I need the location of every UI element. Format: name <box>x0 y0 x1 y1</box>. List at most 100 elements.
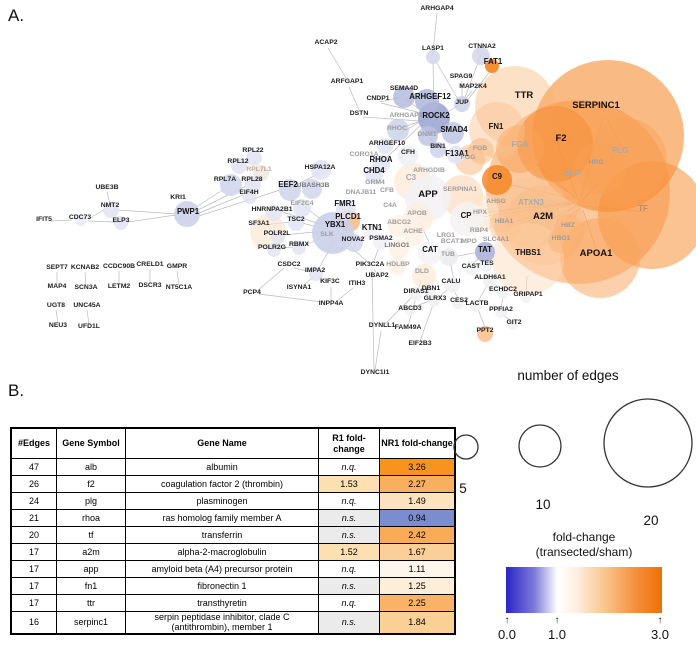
gene-table-body: 47 alb albumin n.q. 3.26 26 f2 coagulation fact… <box>10 458 456 635</box>
gene-label: DYNLL1 <box>369 322 396 329</box>
network-edge <box>380 102 426 115</box>
gene-label: HBA1 <box>495 218 514 225</box>
network-node <box>412 264 436 288</box>
network-node <box>454 96 470 112</box>
gene-table-header: #Edges Gene Symbol Gene Name R1 fold-change… <box>10 427 456 459</box>
network-node <box>288 215 304 231</box>
network-node <box>480 260 492 272</box>
gene-label: GRIPAP1 <box>513 291 543 298</box>
gene-label: APP <box>418 189 438 200</box>
gene-label: DIRAS1 <box>404 288 429 295</box>
edges-count: 26 <box>10 475 57 493</box>
network-node <box>75 214 87 226</box>
network-node <box>365 166 383 184</box>
gene-label: PLCD1 <box>335 212 361 221</box>
table-row: 17 app amyloid beta (A4) precursor protein… <box>10 560 456 578</box>
gene-label: LACTB <box>465 300 488 307</box>
gene-table-header-row: #Edges Gene Symbol Gene Name R1 fold-change… <box>10 427 456 459</box>
network-node <box>404 226 424 246</box>
gene-label: HSPA12A <box>305 164 336 171</box>
gene-name: alpha-2-macroglobulin <box>125 543 319 561</box>
gene-label: CNDP1 <box>366 95 389 102</box>
network-edge <box>374 330 382 371</box>
gene-name: plasminogen <box>125 492 319 510</box>
gene-label: KCNAB2 <box>71 264 100 271</box>
network-node <box>393 86 415 108</box>
table-row: 20 tf transferrin n.s. 2.42 <box>10 526 456 544</box>
gene-label: CFH <box>401 149 415 156</box>
network-edge <box>106 191 111 205</box>
panel-b-label: B. <box>8 381 25 400</box>
panel-a-label: A. <box>8 6 25 25</box>
gene-label: LINGO1 <box>384 242 410 249</box>
gene-label: MPO <box>461 238 476 245</box>
network-node <box>388 215 410 237</box>
gene-name: ras homolog family member A <box>125 509 319 527</box>
network-node <box>292 241 306 255</box>
r1-fold-change: n.q. <box>318 594 380 612</box>
network-edge <box>87 209 105 220</box>
network-node <box>485 59 499 73</box>
network-edge <box>84 271 87 286</box>
network-node <box>430 142 446 158</box>
network-node <box>477 326 493 342</box>
r1-fold-change: n.q. <box>318 492 380 510</box>
gene-label: CDC73 <box>69 214 92 221</box>
network-edge <box>278 246 294 249</box>
gene-label: FMR1 <box>334 199 356 208</box>
gene-label: CAT <box>422 245 438 254</box>
gene-label: DNM1 <box>417 131 436 138</box>
network-node <box>345 234 363 252</box>
gene-symbol: serpinc1 <box>56 610 126 635</box>
column-header: NR1 fold-change <box>379 427 456 459</box>
gene-label: KIF3C <box>320 278 340 285</box>
network-node <box>483 274 497 288</box>
gene-label: A2M <box>533 211 553 222</box>
gene-label: FGG <box>461 154 476 161</box>
gene-label: NEU3 <box>49 322 67 329</box>
gene-label: ARHGEF10 <box>369 140 405 147</box>
network-edge <box>335 287 354 303</box>
gene-label: RPL22 <box>242 147 263 154</box>
gene-label: NT5C1A <box>166 284 193 291</box>
gene-label: CTNNA2 <box>468 43 496 50</box>
gene-label: CORO1A <box>349 151 378 158</box>
network-edge <box>198 194 244 214</box>
network-node <box>253 165 269 181</box>
gene-label: PSMA2 <box>369 235 393 242</box>
gene-label: UFD1L <box>78 323 100 330</box>
gene-label: PIK3C2A <box>356 261 385 268</box>
gene-label: ARHGDIB <box>413 167 445 174</box>
network-node <box>444 277 460 293</box>
gene-label: UBAP2 <box>365 272 388 279</box>
gene-label: POLR2L <box>264 230 291 237</box>
nr1-fold-change: 2.25 <box>379 594 456 612</box>
column-header: Gene Symbol <box>56 427 126 459</box>
colorbar-title-line2: (transected/sham) <box>535 545 633 559</box>
gene-label: ATXN3 <box>518 198 544 207</box>
colorbar-tick-label: 1.0 <box>547 627 567 642</box>
network-edge <box>371 270 375 371</box>
network-edge <box>327 47 347 79</box>
gene-name: amyloid beta (A4) precursor protein <box>125 560 319 578</box>
r1-fold-change: n.q. <box>318 560 380 578</box>
colorbar-tick-label: 3.0 <box>650 627 670 642</box>
network-node <box>266 205 282 221</box>
network-node <box>271 230 285 244</box>
legend-circle-label: 5 <box>459 481 467 496</box>
network-edge <box>127 214 177 223</box>
edges-count: 17 <box>10 560 57 578</box>
edges-legend-title: number of edges <box>517 368 619 383</box>
table-row: 17 ttr transthyretin n.q. 2.25 <box>10 594 456 612</box>
gene-label: RPL7L1 <box>246 166 272 173</box>
gene-label: LASP1 <box>422 45 444 52</box>
network-node <box>405 306 415 316</box>
gene-symbol: a2m <box>56 543 126 561</box>
edges-count: 16 <box>10 610 57 635</box>
network-node <box>377 138 393 154</box>
gene-label: GLRX3 <box>424 295 447 302</box>
gene-label: RPL12 <box>227 158 248 165</box>
gene-label: ACHE <box>403 228 423 235</box>
gene-label: UGT8 <box>47 302 65 309</box>
network-node <box>387 119 409 141</box>
